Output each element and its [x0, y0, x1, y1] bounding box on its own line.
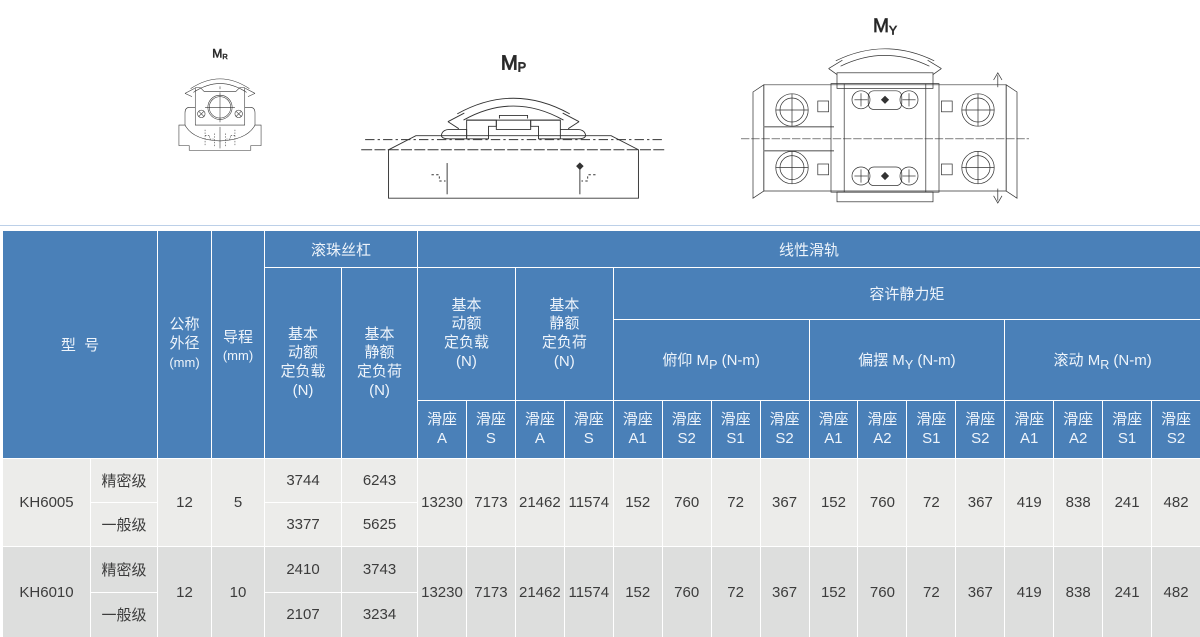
svg-text:MP: MP — [501, 52, 526, 74]
svg-text:MY: MY — [873, 16, 897, 37]
svg-text:MR: MR — [212, 46, 228, 60]
